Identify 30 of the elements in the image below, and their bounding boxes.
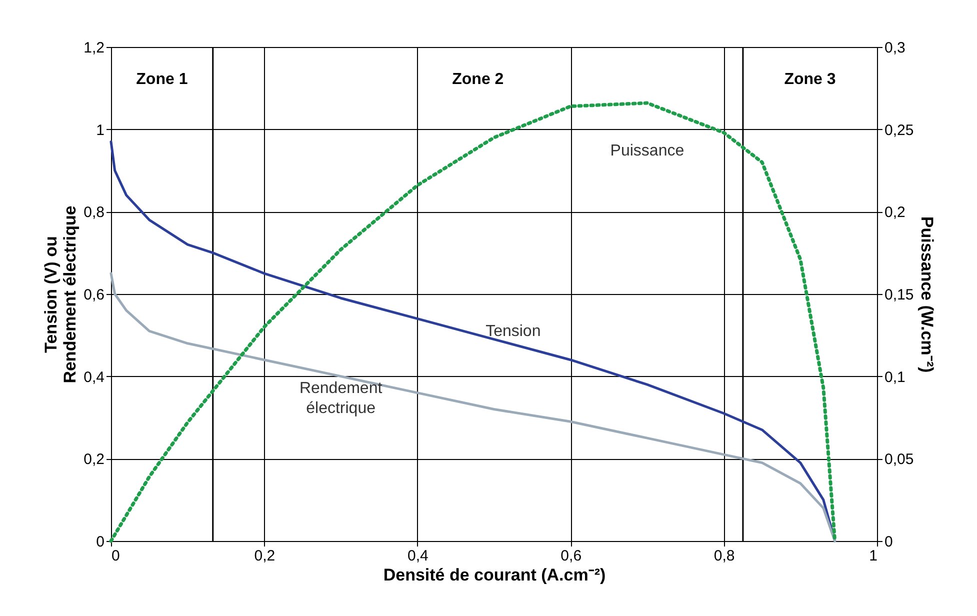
y-tick-label: 1,2 (84, 40, 104, 56)
x-tick-label: 0 (112, 548, 120, 564)
x-tick-label: 1 (869, 548, 878, 564)
series-label: Puissance (610, 142, 684, 160)
y2-tick-label: 0,2 (884, 204, 906, 222)
y-tick-label: 0,6 (84, 286, 104, 304)
y-tick-label: 0,2 (84, 451, 104, 468)
line-series (110, 272, 836, 542)
y-tick-label: 0,8 (84, 204, 104, 222)
y2-tick-label: 0,15 (884, 286, 914, 304)
x-axis-title: Densité de courant (A.cm⁻²) (383, 566, 606, 584)
x-tick-label: 0,2 (254, 548, 276, 564)
x-tick-label: 0,4 (407, 548, 428, 564)
y2-tick-label: 0,1 (884, 368, 906, 386)
annotation: Zone 1 (136, 71, 188, 88)
y2-axis-title: Puissance (W.cm⁻²) (918, 216, 937, 373)
series-label: Rendement électrique (299, 380, 383, 417)
x-tick-label: 0,6 (560, 548, 582, 564)
y2-tick-label: 0,3 (884, 40, 906, 56)
series-label: Tension (486, 323, 541, 340)
annotation: Zone 2 (452, 71, 504, 88)
y2-tick-label: 0,05 (884, 451, 914, 468)
y-tick-label: 0 (96, 534, 104, 550)
y-tick-label: 1 (96, 122, 104, 139)
y2-tick-label: 0,25 (884, 122, 914, 139)
x-tick-label: 0,8 (714, 548, 735, 564)
y-tick-label: 0,4 (84, 368, 104, 386)
annotation: Zone 3 (784, 71, 836, 88)
y2-tick-label: 0 (884, 534, 893, 550)
y-axis-title: Tension (V) ou Rendement électrique (42, 206, 80, 384)
